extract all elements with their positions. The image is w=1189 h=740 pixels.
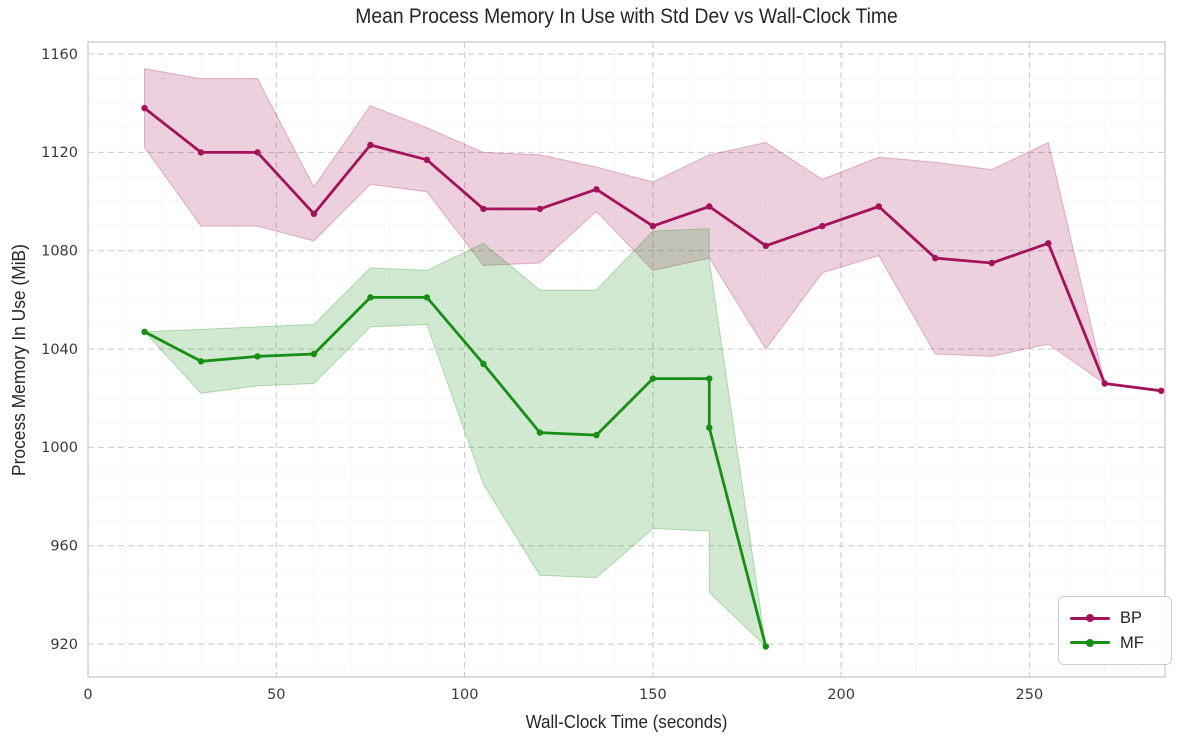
legend: BP MF [1058, 596, 1172, 665]
chart-title: Mean Process Memory In Use with Std Dev … [355, 5, 898, 28]
bp-marker [649, 222, 657, 230]
mf-marker [706, 424, 713, 431]
mf-marker [480, 360, 487, 367]
mf-marker [367, 294, 374, 301]
y-tick-label: 1040 [41, 342, 78, 358]
mf-marker [423, 294, 431, 301]
mf-marker [762, 643, 769, 650]
mf-marker [310, 350, 318, 358]
y-tick-label: 1120 [41, 145, 78, 161]
bp-marker [1045, 240, 1052, 247]
y-tick-label: 1160 [41, 47, 78, 63]
x-tick-label: 100 [451, 687, 479, 703]
bp-marker [875, 203, 882, 210]
plot-frame [87, 41, 1166, 678]
legend-label-mf: MF [1120, 633, 1144, 652]
bp-marker [480, 205, 487, 213]
y-tick-label: 1000 [41, 440, 78, 456]
mf-marker [536, 429, 544, 436]
bp-marker [1158, 387, 1165, 394]
bp-marker [536, 205, 544, 213]
mf-marker [593, 431, 600, 439]
legend-marker-mf-icon [1086, 638, 1094, 647]
x-tick-label: 0 [83, 687, 92, 703]
bp-marker [254, 149, 261, 156]
bp-marker [819, 222, 826, 230]
bp-marker [932, 254, 939, 262]
x-tick-label: 150 [639, 687, 667, 703]
y-tick-label: 1080 [41, 243, 78, 259]
x-axis-label: Wall-Clock Time (seconds) [525, 711, 728, 732]
bp-marker [706, 203, 713, 210]
mf-marker [197, 358, 205, 365]
y-axis-label: Process Memory In Use (MiB) [8, 244, 29, 476]
mf-marker [141, 328, 148, 335]
bp-marker [988, 259, 995, 267]
bp-marker [367, 141, 374, 149]
bp-marker [197, 149, 205, 156]
mf-marker [649, 375, 657, 382]
legend-line-mf-icon [1070, 638, 1110, 647]
legend-label-bp: BP [1120, 609, 1143, 627]
y-tick-label: 920 [50, 637, 78, 653]
mf-stddev-band [143, 228, 767, 648]
x-tick-label: 250 [1016, 687, 1044, 703]
x-tick-label: 200 [827, 687, 855, 703]
y-tick-label: 960 [50, 538, 78, 554]
mf-marker [706, 375, 713, 382]
x-tick-label: 50 [267, 687, 285, 703]
legend-line-bp-icon [1070, 614, 1110, 623]
legend-item-mf: MF [1070, 631, 1159, 655]
legend-item-bp: BP [1070, 606, 1159, 630]
bp-marker [310, 210, 318, 217]
legend-marker-bp-icon [1086, 614, 1094, 623]
bp-marker [593, 186, 600, 193]
bp-marker [423, 156, 431, 163]
bp-marker [762, 242, 769, 249]
mf-marker [254, 353, 261, 360]
bp-marker [141, 104, 148, 112]
bp-marker [1101, 380, 1108, 387]
